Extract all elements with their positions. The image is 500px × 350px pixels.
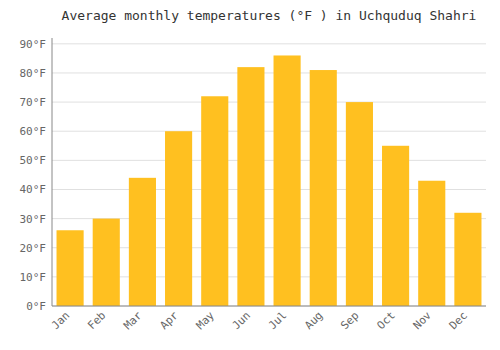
x-tick-label: Sep [338, 309, 361, 332]
y-tick-label: 0°F [26, 300, 46, 313]
bar [165, 131, 192, 306]
x-tick-label: Jun [230, 309, 253, 332]
y-tick-label: 90°F [20, 38, 47, 51]
y-tick-label: 70°F [20, 96, 47, 109]
bar [310, 70, 337, 306]
x-tick-label: Dec [447, 309, 470, 332]
x-tick-label: Feb [85, 309, 108, 332]
chart-svg: Average monthly temperatures (°F ) in Uc… [0, 0, 500, 350]
bar [237, 67, 264, 306]
x-tick-label: Aug [302, 309, 325, 332]
grid-line [52, 43, 486, 44]
grid-line [52, 72, 486, 73]
y-tick-label: 60°F [20, 125, 47, 138]
y-tick-label: 10°F [20, 271, 47, 284]
x-tick-label: Jul [266, 309, 289, 332]
grid-line [52, 306, 486, 307]
bar [129, 178, 156, 306]
y-tick-label: 40°F [20, 183, 47, 196]
bar [418, 181, 445, 306]
bar [57, 230, 84, 306]
x-axis-line [52, 306, 486, 307]
y-tick-label: 30°F [20, 213, 47, 226]
bar [201, 96, 228, 306]
bar [346, 102, 373, 306]
bar [274, 55, 301, 306]
x-tick-label: Nov [411, 309, 435, 333]
x-tick-label: Jan [49, 309, 72, 332]
bars [57, 55, 482, 306]
x-tick-label: Mar [121, 309, 145, 333]
grid-line [52, 160, 486, 161]
title: Average monthly temperatures (°F ) in Uc… [62, 8, 477, 23]
y-tick-label: 20°F [20, 242, 47, 255]
grid-line [52, 131, 486, 132]
x-tick-label: May [194, 309, 218, 333]
grid [52, 44, 486, 306]
chart-container: Average monthly temperatures (°F ) in Uc… [0, 0, 500, 350]
y-axis-line [52, 38, 53, 306]
bar [454, 213, 481, 306]
x-tick-label: Oct [374, 309, 397, 332]
x-tick-label: Apr [157, 309, 181, 333]
bar [382, 146, 409, 306]
grid-line [52, 102, 486, 103]
y-tick-label: 80°F [20, 67, 47, 80]
bar [93, 219, 120, 306]
y-tick-label: 50°F [20, 154, 47, 167]
